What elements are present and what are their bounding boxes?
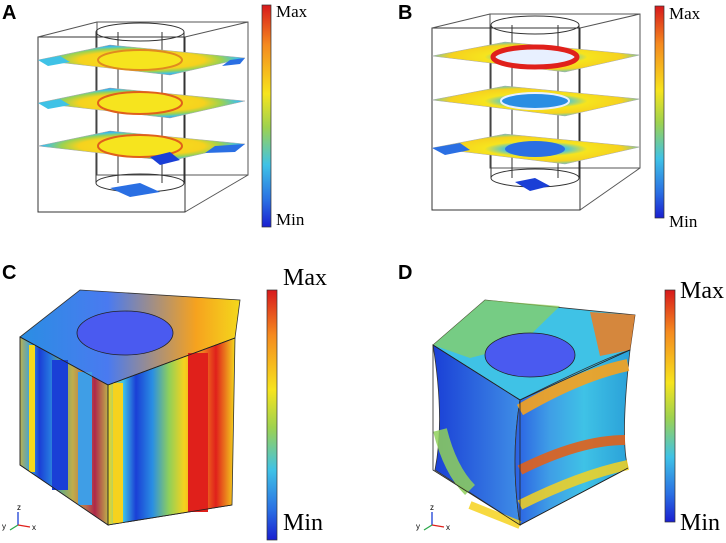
panel-b-model [431, 13, 641, 211]
panel-b-colorbar [654, 5, 665, 219]
panel-c-axis-z: z [17, 503, 21, 512]
panel-d-scale-min: Min [680, 510, 721, 536]
panel-b-scale-min: Min [669, 212, 698, 231]
panel-d-axis-x: x [446, 523, 450, 532]
panel-c-scale-max: Max [283, 265, 327, 291]
panel-d-axis-z: z [430, 503, 434, 512]
panel-b-scale-max: Max [669, 4, 701, 23]
panel-a-scale-min: Min [276, 210, 305, 229]
panel-a-model [37, 21, 249, 213]
panel-a-colorbar [261, 4, 272, 228]
panel-label-c: C [2, 262, 17, 284]
panel-label-b: B [398, 2, 413, 24]
panel-a-scale-max: Max [276, 2, 308, 21]
panel-label-a: A [2, 2, 17, 24]
panel-d-axis-y: y [416, 522, 420, 531]
panel-c-axis-x: x [32, 523, 36, 532]
panel-d-scale-max: Max [680, 278, 724, 304]
panel-d-colorbar [664, 289, 676, 523]
panel-d-axes-triad [423, 512, 445, 531]
panel-label-d: D [398, 262, 413, 284]
panel-c-axis-y: y [2, 522, 6, 531]
panel-c-model [19, 289, 241, 526]
panel-c-scale-min: Min [283, 510, 324, 536]
panel-c-axes-triad [9, 512, 31, 531]
panel-c-colorbar [266, 289, 278, 541]
panel-d-model [432, 299, 636, 529]
